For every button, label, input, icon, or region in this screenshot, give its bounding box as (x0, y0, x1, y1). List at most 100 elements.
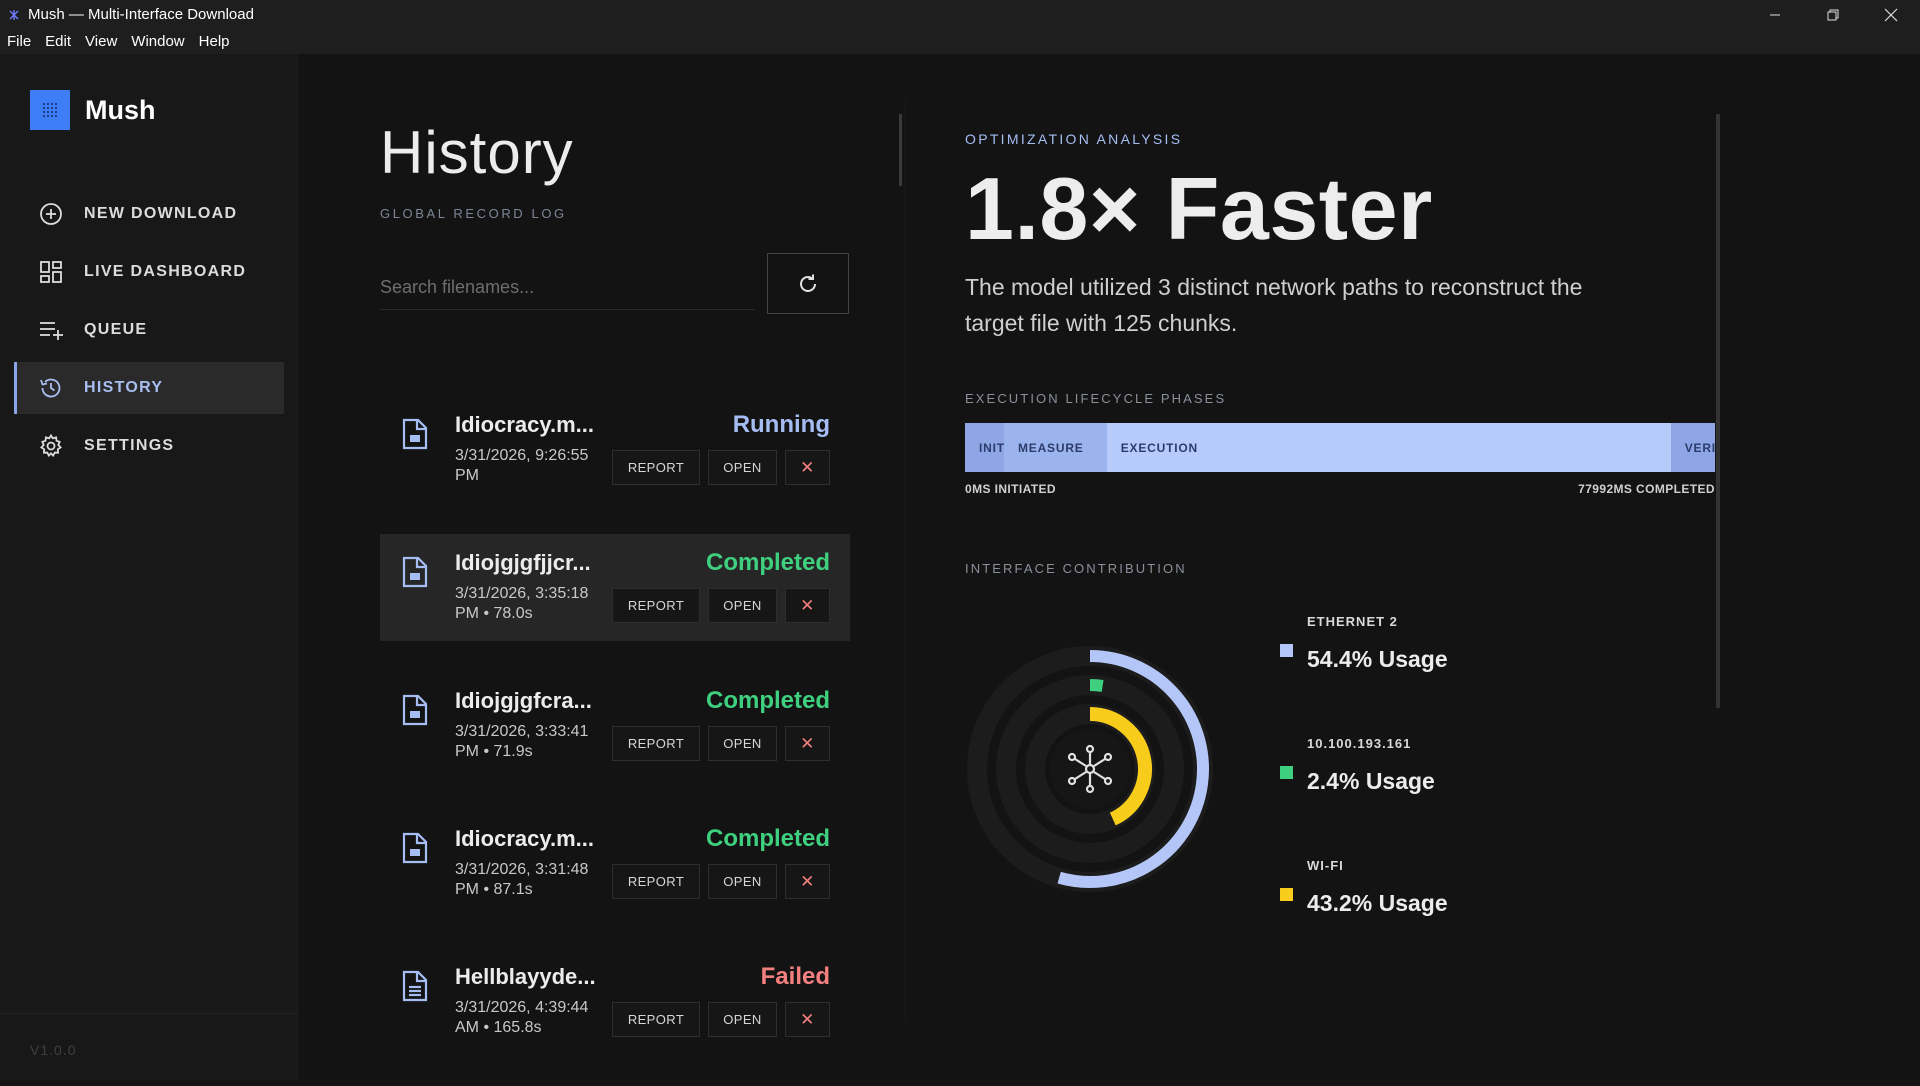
phase-end-caption: 77992MS COMPLETED (1578, 482, 1715, 496)
phase-start-caption: 0MS INITIATED (965, 482, 1056, 496)
network-hub-icon (1067, 744, 1113, 794)
legend-name: ETHERNET 2 (1307, 614, 1398, 629)
phase-label: EXECUTION (1120, 440, 1198, 455)
page-title: History (380, 119, 574, 186)
sidebar-item-queue[interactable]: QUEUE (14, 304, 284, 356)
refresh-icon (800, 274, 816, 292)
brand[interactable]: Mush (30, 90, 156, 130)
sidebar-item-history[interactable]: HISTORY (14, 362, 284, 414)
brand-logo-icon (30, 90, 70, 130)
open-button[interactable]: OPEN (708, 588, 777, 623)
arc-wifi (1089, 707, 1152, 826)
delete-button[interactable]: ✕ (785, 864, 830, 899)
queue-list-icon (38, 317, 64, 343)
history-row[interactable]: Idiocracy.m... 3/31/2026, 3:31:48 PM • 8… (380, 810, 850, 917)
report-button[interactable]: REPORT (612, 864, 700, 899)
history-row[interactable]: Idiojgjgfcra... 3/31/2026, 3:33:41 PM • … (380, 672, 850, 779)
menu-file[interactable]: File (7, 33, 32, 50)
delete-button[interactable]: ✕ (785, 588, 830, 623)
analysis-scrollbar[interactable] (1716, 114, 1720, 708)
legend-name: WI-FI (1307, 858, 1344, 873)
report-button[interactable]: REPORT (612, 450, 700, 485)
history-row[interactable]: Idiojgjgfjjcr... 3/31/2026, 3:35:18 PM •… (380, 534, 850, 641)
search-input[interactable]: Search filenames... (380, 266, 755, 310)
open-button[interactable]: OPEN (708, 450, 777, 485)
file-name: Idiojgjgfjjcr... (455, 550, 591, 575)
donut-svg (967, 646, 1213, 892)
sidebar-item-settings[interactable]: SETTINGS (14, 420, 284, 472)
file-meta: 3/31/2026, 3:35:18 PM • 78.0s (455, 585, 589, 622)
phase-segment: MEASURE (1003, 423, 1107, 472)
contribution-section-label: INTERFACE CONTRIBUTION (965, 561, 1187, 576)
minimize-button[interactable] (1746, 0, 1804, 29)
row-actions: REPORT OPEN ✕ (604, 1002, 830, 1037)
sidebar-divider (0, 1013, 298, 1014)
menu-view[interactable]: View (85, 33, 118, 50)
page-subtitle: GLOBAL RECORD LOG (380, 206, 567, 221)
menu-bar: File Edit View Window Help (0, 29, 1920, 54)
file-meta: 3/31/2026, 4:39:44 AM • 165.8s (455, 999, 589, 1036)
file-icon (402, 418, 428, 450)
brand-name: Mush (85, 94, 156, 125)
open-button[interactable]: OPEN (708, 726, 777, 761)
report-button[interactable]: REPORT (612, 726, 700, 761)
window-controls (1746, 0, 1920, 29)
status-badge: Completed (705, 825, 830, 852)
sidebar-item-label: HISTORY (84, 379, 164, 396)
dashboard-grid-icon (38, 259, 64, 285)
panel-divider (905, 100, 906, 1020)
status-badge: Completed (705, 549, 830, 576)
file-name: Hellblayyde... (455, 964, 596, 989)
open-button[interactable]: OPEN (708, 864, 777, 899)
sidebar-item-label: LIVE DASHBOARD (84, 263, 247, 280)
analysis-description: The model utilized 3 distinct network pa… (965, 274, 1583, 336)
legend-swatch (1280, 888, 1293, 901)
analysis-panel: OPTIMIZATION ANALYSIS 1.8× Faster The mo… (965, 54, 1725, 1080)
sidebar-nav: NEW DOWNLOAD LIVE DASHBOARD QUEUE HISTOR… (14, 188, 284, 478)
report-button[interactable]: REPORT (612, 1002, 700, 1037)
menu-window[interactable]: Window (131, 33, 185, 50)
delete-button[interactable]: ✕ (785, 1002, 830, 1037)
phase-label: MEASURE (1017, 440, 1084, 455)
history-scrollbar[interactable] (899, 114, 902, 186)
file-name: Idiocracy.m... (455, 826, 594, 851)
plus-circle-icon (38, 201, 64, 227)
file-meta: 3/31/2026, 3:33:41 PM • 71.9s (455, 723, 589, 760)
report-button[interactable]: REPORT (612, 588, 700, 623)
minimize-icon (1770, 14, 1780, 15)
history-row[interactable]: Hellblayyde... 3/31/2026, 4:39:44 AM • 1… (380, 948, 850, 1055)
restore-button[interactable] (1804, 0, 1862, 29)
row-actions: REPORT OPEN ✕ (604, 864, 830, 899)
phase-label: VERIFY (1684, 440, 1715, 455)
window-title: Mush — Multi-Interface Download (28, 6, 254, 23)
file-meta: 3/31/2026, 9:26:55 PM (455, 447, 589, 484)
menu-edit[interactable]: Edit (45, 33, 72, 50)
sidebar-item-label: SETTINGS (84, 437, 175, 454)
delete-button[interactable]: ✕ (785, 726, 830, 761)
sidebar: Mush NEW DOWNLOAD LIVE DASHBOARD QUEUE H… (0, 54, 298, 1080)
phase-timeline: INIT MEASURE EXECUTION VERIFY (965, 423, 1715, 472)
arc-ethernet (1057, 650, 1209, 888)
phase-label: INIT (979, 440, 1004, 455)
history-list: Idiocracy.m... 3/31/2026, 9:26:55 PM Run… (380, 396, 850, 1086)
sidebar-item-label: QUEUE (84, 321, 148, 338)
sidebar-item-live-dashboard[interactable]: LIVE DASHBOARD (14, 246, 284, 298)
gear-icon (38, 433, 64, 459)
open-button[interactable]: OPEN (708, 1002, 777, 1037)
status-badge: Running (732, 411, 830, 438)
menu-help[interactable]: Help (198, 33, 230, 50)
refresh-button[interactable] (767, 253, 849, 314)
legend-usage: 54.4% Usage (1307, 646, 1448, 672)
phases-section-label: EXECUTION LIFECYCLE PHASES (965, 391, 1227, 406)
history-clock-icon (38, 375, 64, 401)
legend-swatch (1280, 766, 1293, 779)
status-badge: Failed (760, 963, 830, 990)
sidebar-item-new-download[interactable]: NEW DOWNLOAD (14, 188, 284, 240)
close-window-button[interactable] (1862, 0, 1920, 29)
phase-segment: INIT (965, 423, 1004, 472)
version-label: V1.0.0 (30, 1042, 77, 1058)
delete-button[interactable]: ✕ (785, 450, 830, 485)
hub (1050, 729, 1130, 809)
file-icon (402, 556, 428, 588)
history-row[interactable]: Idiocracy.m... 3/31/2026, 9:26:55 PM Run… (380, 396, 850, 503)
